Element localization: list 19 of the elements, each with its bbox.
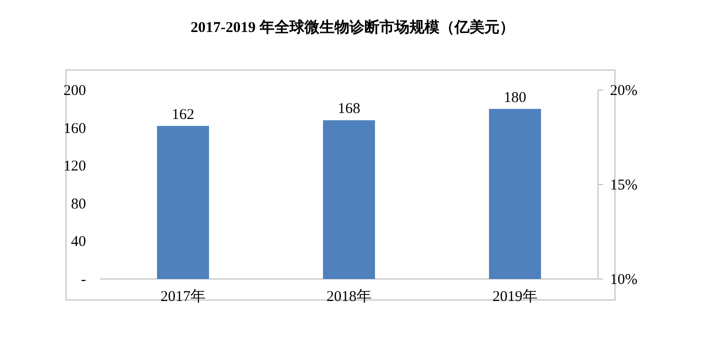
y2-tick-label: 20% [610,83,638,99]
x-tick-label: 2018年 [326,288,372,305]
y-tick-label: 200 [64,83,86,99]
bar [323,120,375,279]
y-tick-label: 160 [64,120,86,137]
x-tick-label: 2017年 [160,288,206,305]
y-tick-label: - [81,272,86,288]
chart-title: 2017-2019 年全球微生物诊断市场规模（亿美元） [190,18,514,36]
bar [157,126,209,279]
data-label: 162 [172,106,194,123]
data-label: 168 [338,101,360,118]
data-label: 180 [504,90,526,106]
y-tick-label: 120 [64,158,86,175]
y2-tick-label: 15% [610,178,638,194]
bar [489,108,541,279]
y-tick-label: 40 [71,234,86,250]
x-tick-label: 2019年 [492,288,538,305]
y-tick-label: 80 [71,196,86,212]
y2-tick-label: 10% [610,272,638,288]
